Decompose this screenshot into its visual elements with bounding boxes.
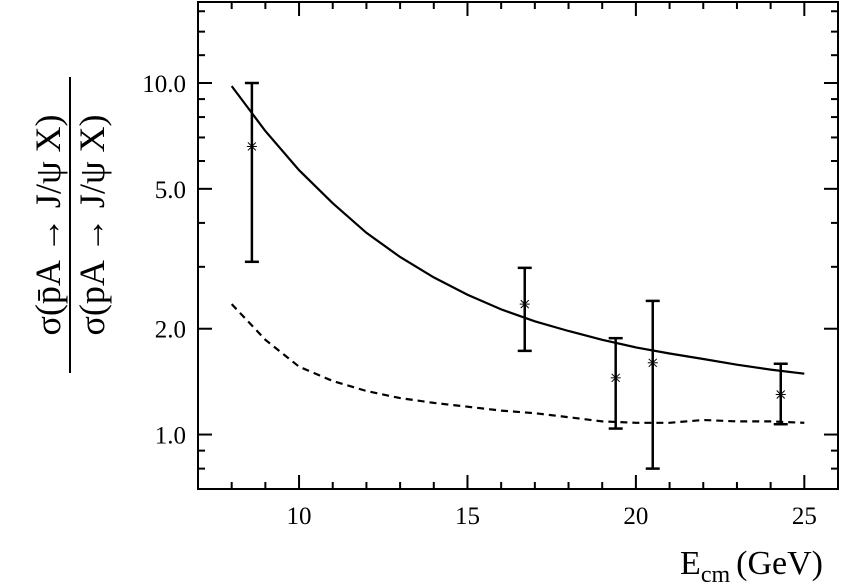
plot-frame [197,1,839,490]
point-marker [647,357,658,368]
y-axis-label-numerator: σ(p̄A → J/ψ X) [28,115,68,336]
y-tick-label: 10.0 [142,71,186,98]
y-axis-label-denominator: σ(pA → J/ψ X) [72,115,112,336]
data-point [608,336,623,430]
series-solid-line [230,85,805,375]
x-tick-label: 20 [623,503,648,530]
x-axis-label-main: E [680,545,701,582]
x-tick-label: 10 [287,503,312,530]
x-tick-label: 15 [455,503,480,530]
data-point [244,81,259,264]
series-layer [230,85,805,424]
x-tick-label: 25 [792,503,817,530]
axis-ticks [197,2,839,489]
point-marker [775,389,786,400]
data-points [244,81,788,470]
x-axis-label: Ecm (GeV) [680,545,823,586]
tick-labels: 10 15 20 25 1.0 2.0 5.0 10.0 [142,71,817,530]
y-tick-label: 1.0 [155,423,186,450]
point-marker [246,141,257,152]
data-point [517,266,532,353]
y-axis-label: σ(p̄A → J/ψ X) σ(pA → J/ψ X) [28,77,112,373]
y-tick-label: 5.0 [155,177,186,204]
x-axis-label-unit: (GeV) [736,545,823,582]
data-point [773,362,788,426]
data-point [645,299,660,470]
x-axis-label-sub: cm [701,562,731,586]
series-dashed-line [230,303,805,424]
point-marker [519,299,530,310]
y-tick-label: 2.0 [155,317,186,344]
point-marker [610,372,621,383]
